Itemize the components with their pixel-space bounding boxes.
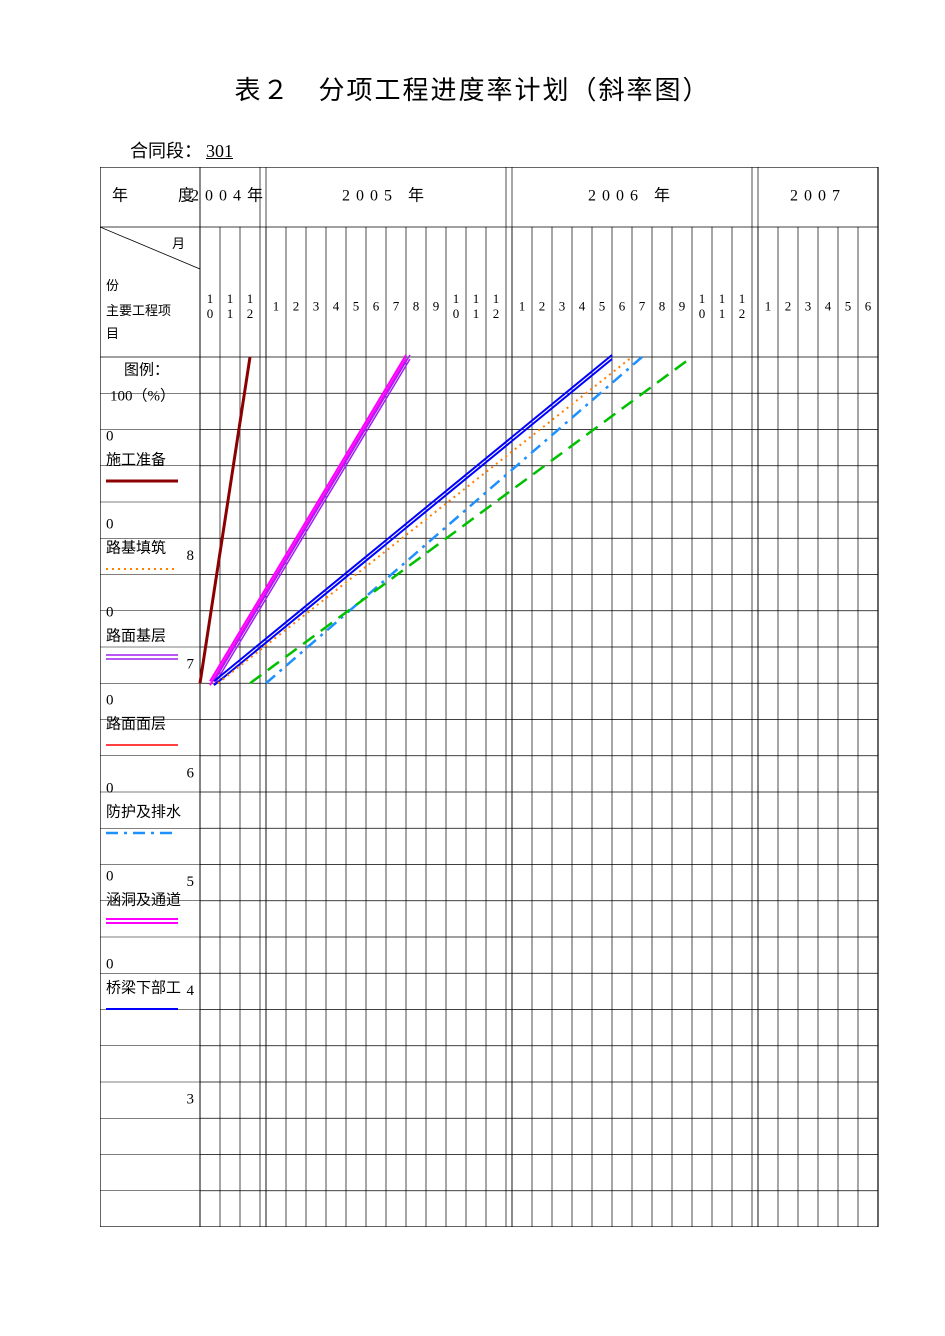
svg-text:0: 0 (106, 428, 114, 444)
contract-line: 合同段：301 (130, 137, 945, 163)
svg-text:防护及排水: 防护及排水 (106, 803, 181, 820)
svg-text:路面面层: 路面面层 (106, 715, 166, 732)
svg-text:7: 7 (187, 657, 195, 673)
svg-text:5: 5 (187, 874, 195, 890)
svg-text:0: 0 (106, 692, 114, 708)
svg-text:3: 3 (187, 1092, 195, 1108)
svg-text:0: 0 (106, 956, 114, 972)
svg-text:0: 0 (106, 516, 114, 532)
svg-text:年 度: 年 度 (112, 187, 200, 205)
svg-text:0: 0 (106, 868, 114, 884)
svg-text:份: 份 (106, 278, 119, 293)
contract-label: 合同段： (130, 141, 202, 161)
svg-text:目: 目 (106, 326, 119, 341)
svg-text:图例：: 图例： (124, 361, 169, 378)
svg-text:施工准备: 施工准备 (106, 451, 166, 468)
chart-container: 2004年2005 年2006 年20071011121234567891011… (100, 167, 860, 1227)
svg-text:桥梁下部工: 桥梁下部工 (106, 979, 181, 996)
page-title: 表２ 分项工程进度率计划（斜率图） (0, 70, 945, 107)
svg-text:路基填筑: 路基填筑 (106, 539, 166, 556)
svg-text:涵洞及通道: 涵洞及通道 (106, 891, 181, 908)
svg-text:8: 8 (187, 548, 195, 564)
svg-text:月: 月 (172, 236, 185, 251)
svg-text:路面基层: 路面基层 (106, 627, 166, 644)
svg-text:100（%）: 100（%） (110, 387, 175, 404)
svg-text:0: 0 (106, 604, 114, 620)
svg-text:0: 0 (106, 780, 114, 796)
svg-text:4: 4 (187, 983, 195, 999)
svg-text:6: 6 (187, 765, 195, 781)
svg-text:主要工程项: 主要工程项 (106, 303, 171, 318)
contract-number: 301 (206, 141, 233, 161)
slope-chart: 2004年2005 年2006 年20071011121234567891011… (100, 167, 880, 1227)
